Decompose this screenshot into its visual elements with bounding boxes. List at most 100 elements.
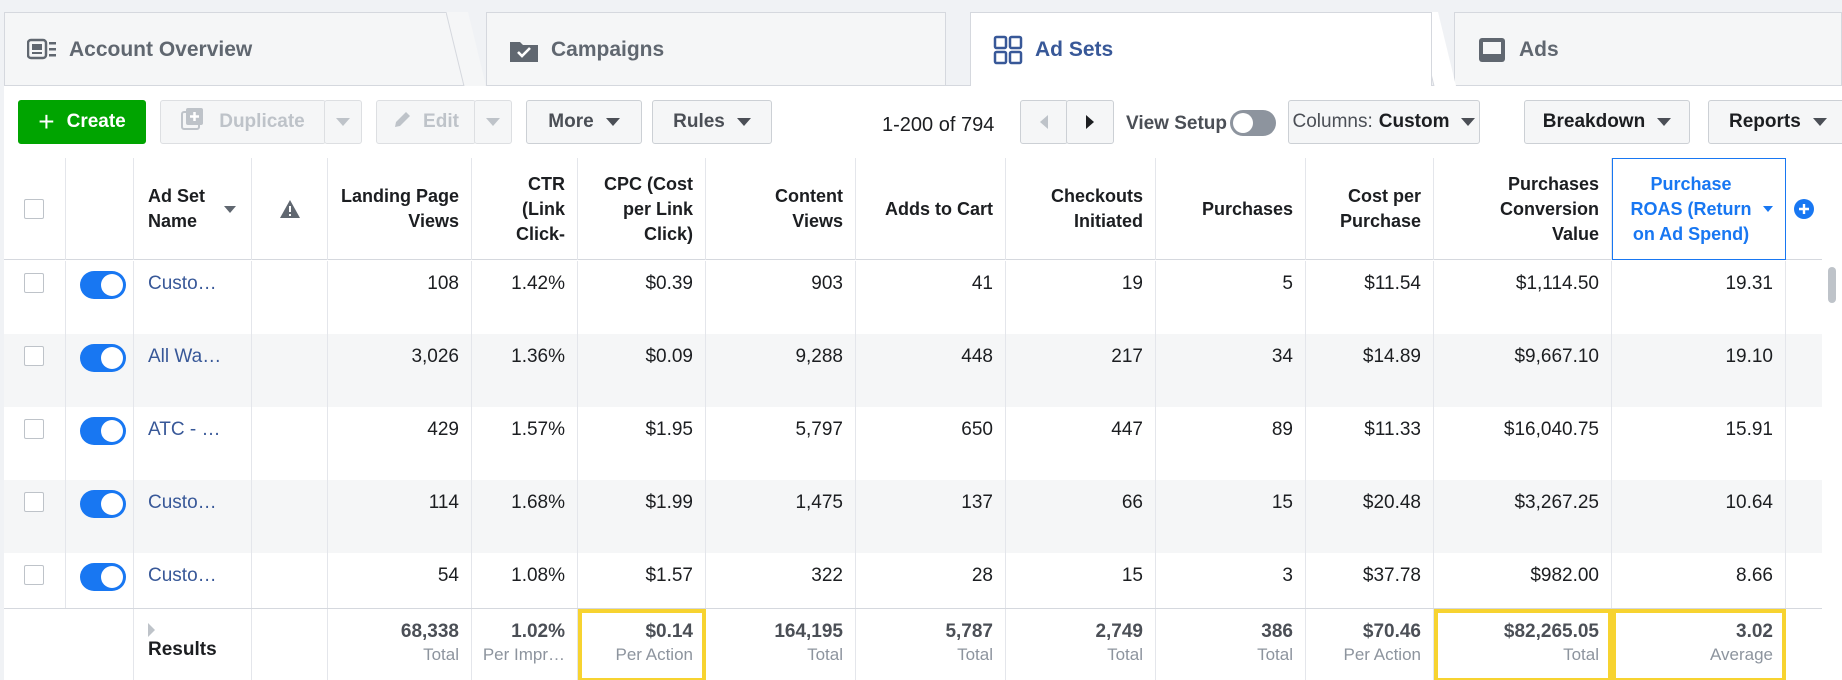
table-row[interactable]: Custo… 54 1.08% $1.57 322 28 15 3 $37.78 $982.00 8… — [4, 553, 1822, 608]
summary-value: 2,749 — [1095, 621, 1143, 642]
ad-set-status-toggle[interactable] — [80, 344, 126, 372]
summary-metric-type: Total — [1107, 645, 1143, 664]
header-warning[interactable] — [252, 158, 328, 260]
table-row[interactable]: Custo… 108 1.42% $0.39 903 41 19 5 $11.54 $1,114.… — [4, 261, 1822, 334]
cell-atc: 448 — [856, 334, 1006, 407]
ad-set-name-link[interactable]: ATC - … — [148, 419, 221, 440]
ad-set-status-toggle[interactable] — [80, 563, 126, 591]
footer-results-cell[interactable]: Results — [134, 609, 252, 680]
header-label: Landing Page Views — [340, 186, 459, 231]
row-checkbox[interactable] — [24, 419, 44, 439]
cell-cv: 9,288 — [706, 334, 856, 407]
row-checkbox[interactable] — [24, 565, 44, 585]
summary-metric-type: Per Impr… — [482, 645, 565, 664]
header-ad-set-name[interactable]: Ad Set Name — [134, 158, 252, 260]
vertical-scrollbar[interactable] — [1822, 261, 1842, 608]
cell-atc: 41 — [856, 261, 1006, 334]
scrollbar-thumb[interactable] — [1828, 267, 1836, 303]
rules-label: Rules — [673, 111, 725, 132]
header-adds-to-cart[interactable]: Adds to Cart — [856, 158, 1006, 260]
cell-ci: 66 — [1006, 480, 1156, 553]
header-content-views[interactable]: Content Views — [706, 158, 856, 260]
reports-button[interactable]: Reports — [1708, 100, 1842, 144]
header-ctr[interactable]: CTR (Link Click- — [472, 158, 578, 260]
footer-ci: 2,749 Total — [1006, 609, 1156, 680]
row-name-cell: ATC - … — [134, 407, 252, 480]
more-label: More — [548, 111, 594, 132]
columns-button[interactable]: Columns: Custom — [1288, 100, 1480, 144]
row-checkbox[interactable] — [24, 346, 44, 366]
footer-warning-cell — [252, 609, 328, 680]
cell-pur: 3 — [1156, 553, 1306, 608]
chevron-down-icon — [605, 118, 620, 126]
ad-set-name-link[interactable]: Custo… — [148, 273, 217, 294]
header-purchases-conversion-value[interactable]: Purchases Conversion Value — [1434, 158, 1612, 260]
cell-ctr: 1.08% — [472, 553, 578, 608]
header-cpc[interactable]: CPC (Cost per Link Click) — [578, 158, 706, 260]
tab-label: Account Overview — [69, 37, 253, 61]
ad-set-name-link[interactable]: Custo… — [148, 565, 217, 586]
ad-set-status-toggle[interactable] — [80, 490, 126, 518]
cell-ctr: 1.36% — [472, 334, 578, 407]
chevron-left-icon — [1040, 115, 1048, 129]
table-row[interactable]: All Wa… 3,026 1.36% $0.09 9,288 448 217 34 $14.8… — [4, 334, 1822, 407]
tab-ad-sets[interactable]: Ad Sets — [970, 12, 1432, 86]
header-purchase-roas[interactable]: Purchase ROAS (Return on Ad Spend) — [1612, 158, 1786, 260]
chevron-down-icon — [1812, 118, 1827, 126]
chevron-down-icon — [486, 118, 500, 126]
view-setup-toggle[interactable] — [1230, 110, 1276, 136]
header-label: Purchases — [1201, 198, 1293, 219]
row-name-cell: Custo… — [134, 480, 252, 553]
table-row[interactable]: Custo… 114 1.68% $1.99 1,475 137 66 15 $20.48 $3,… — [4, 480, 1822, 553]
header-cost-per-purchase[interactable]: Cost per Purchase — [1306, 158, 1434, 260]
prev-page-button[interactable] — [1020, 100, 1068, 144]
grid-icon — [993, 35, 1023, 65]
ad-set-status-toggle[interactable] — [80, 417, 126, 445]
results-summary-row: Results 68,338 Total 1.02% Per Impr… $0.14 Pe… — [4, 608, 1822, 680]
row-select-cell — [4, 334, 66, 407]
tab-account-overview[interactable]: Account Overview — [4, 12, 464, 86]
rules-button[interactable]: Rules — [652, 100, 772, 144]
duplicate-button[interactable]: Duplicate — [160, 100, 326, 144]
ad-set-name-link[interactable]: Custo… — [148, 492, 217, 513]
summary-value: $70.46 — [1362, 621, 1421, 642]
tab-campaigns[interactable]: Campaigns — [486, 12, 946, 86]
cell-pcv: $982.00 — [1434, 553, 1612, 608]
summary-metric-type: Average — [1709, 645, 1773, 664]
header-landing-page-views[interactable]: Landing Page Views — [328, 158, 472, 260]
cell-lpv: 54 — [328, 553, 472, 608]
edit-button[interactable]: Edit — [376, 100, 476, 144]
tab-ads[interactable]: Ads — [1454, 12, 1842, 86]
expand-caret-icon — [148, 622, 155, 637]
cell-roas: 10.64 — [1612, 480, 1786, 553]
summary-value: $0.14 — [645, 621, 693, 642]
more-button[interactable]: More — [526, 100, 642, 144]
pagination-text: 1-200 of 794 — [882, 114, 995, 136]
row-warning-cell — [252, 334, 328, 407]
next-page-button[interactable] — [1066, 100, 1114, 144]
account-overview-icon — [27, 35, 57, 65]
ad-monitor-icon — [1477, 35, 1507, 65]
duplicate-dropdown[interactable] — [324, 100, 362, 144]
cell-lpv: 3,026 — [328, 334, 472, 407]
header-purchases[interactable]: Purchases — [1156, 158, 1306, 260]
edit-dropdown[interactable] — [474, 100, 512, 144]
add-column-button[interactable] — [1786, 158, 1822, 260]
summary-metric-type: Per Action — [1343, 645, 1422, 664]
header-label: Purchase ROAS (Return on Ad Spend) — [1630, 173, 1752, 244]
row-checkbox[interactable] — [24, 273, 44, 293]
create-button[interactable]: + Create — [18, 100, 146, 144]
results-label: Results — [148, 639, 217, 660]
row-toggle-cell — [66, 334, 134, 407]
breakdown-button[interactable]: Breakdown — [1524, 100, 1690, 144]
ad-set-status-toggle[interactable] — [80, 271, 126, 299]
header-checkouts-initiated[interactable]: Checkouts Initiated — [1006, 158, 1156, 260]
ad-set-name-link[interactable]: All Wa… — [148, 346, 222, 367]
tab-label: Ads — [1519, 37, 1559, 61]
row-checkbox[interactable] — [24, 492, 44, 512]
select-all-checkbox[interactable] — [24, 199, 44, 219]
cell-atc: 137 — [856, 480, 1006, 553]
cell-ci: 19 — [1006, 261, 1156, 334]
footer-empty-cell — [4, 609, 134, 680]
table-row[interactable]: ATC - … 429 1.57% $1.95 5,797 650 447 89 $11.33 $… — [4, 407, 1822, 480]
